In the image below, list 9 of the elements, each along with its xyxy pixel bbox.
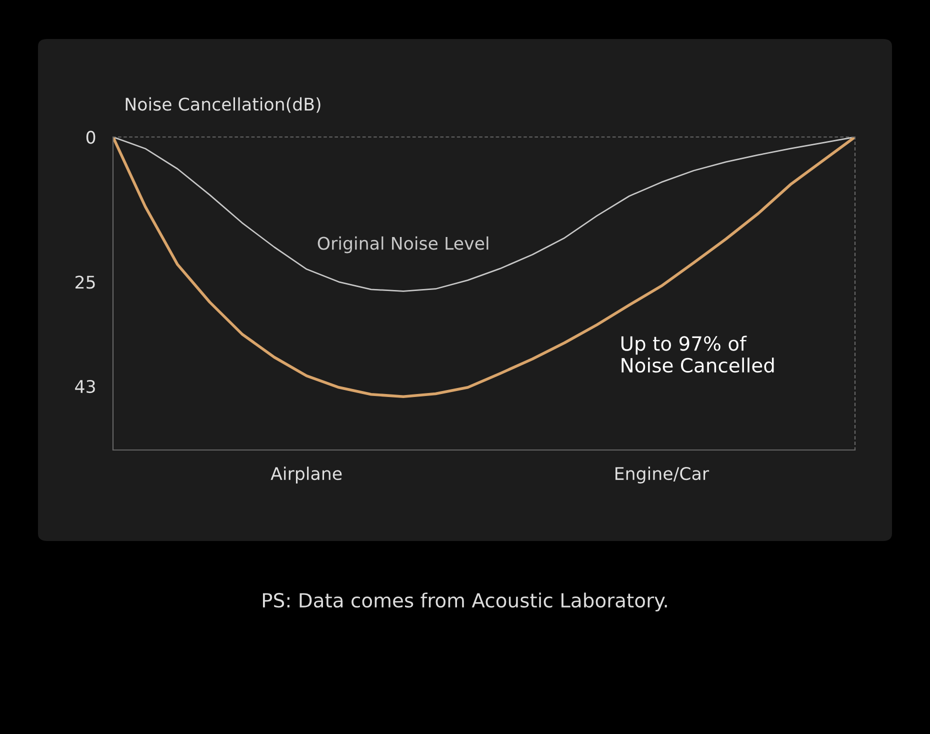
- series-label: Original Noise Level: [318, 236, 488, 254]
- y-tick-label: 0: [86, 130, 96, 144]
- y-tick-label: 43: [75, 380, 95, 394]
- annotation: Up to 97% of Noise Cancelled: [621, 336, 774, 373]
- y-tick-label: 25: [76, 276, 95, 289]
- x-tick-label: Airplane: [270, 466, 342, 484]
- y-axis-title: Noise Cancellation(dB): [126, 97, 320, 113]
- x-tick-label: Engine/Car: [616, 466, 710, 484]
- text: PS: Data comes from Acoustic Laboratory.: [262, 592, 667, 612]
